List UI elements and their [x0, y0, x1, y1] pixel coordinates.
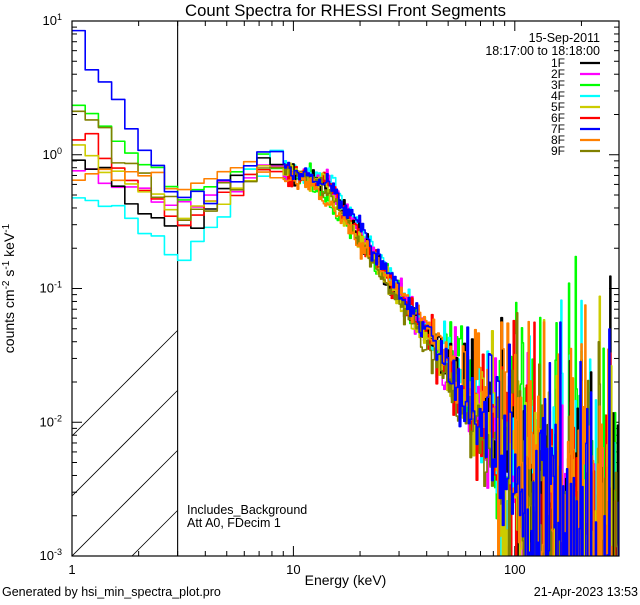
svg-text:21-Apr-2023 13:53: 21-Apr-2023 13:53	[534, 585, 638, 599]
svg-text:Energy (keV): Energy (keV)	[305, 572, 387, 588]
svg-text:Count Spectra for RHESSI Front: Count Spectra for RHESSI Front Segments	[185, 1, 506, 20]
svg-text:Generated by hsi_min_spectra_p: Generated by hsi_min_spectra_plot.pro	[2, 585, 221, 599]
svg-text:100: 100	[504, 562, 526, 577]
svg-text:18:17:00 to 18:18:00: 18:17:00 to 18:18:00	[485, 44, 600, 58]
svg-text:Includes_Background: Includes_Background	[187, 503, 307, 517]
svg-text:1: 1	[68, 562, 75, 577]
svg-text:Att A0, FDecim 1: Att A0, FDecim 1	[187, 516, 281, 530]
svg-text:9F: 9F	[551, 144, 565, 158]
svg-text:15-Sep-2011: 15-Sep-2011	[529, 31, 600, 45]
svg-text:10: 10	[286, 562, 300, 577]
